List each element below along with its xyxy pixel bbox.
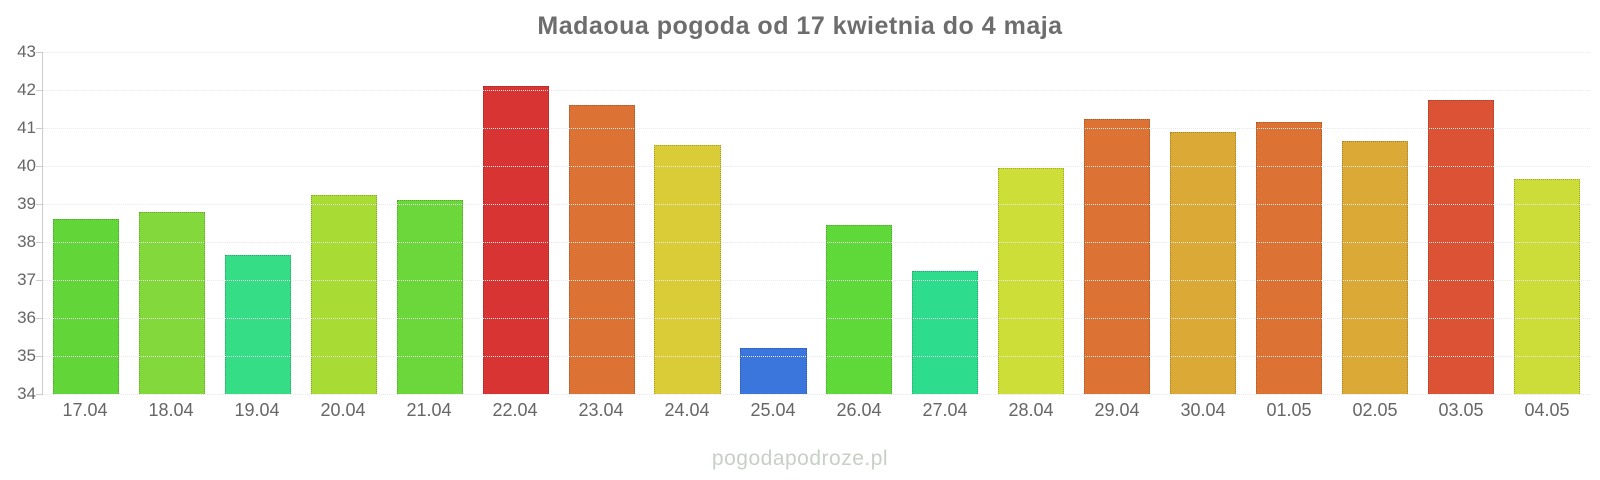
bar-28.04	[998, 167, 1065, 394]
y-axis-label-38: 38	[17, 232, 36, 251]
bar-slot-20.04	[301, 52, 387, 394]
bar-slot-25.04	[731, 52, 817, 394]
bar-21.04	[396, 200, 463, 394]
bar-27.04	[912, 270, 979, 394]
y-tick-42	[36, 89, 43, 91]
bar-slot-24.04	[645, 52, 731, 394]
y-tick-34	[36, 394, 43, 395]
bar-30.04	[1170, 131, 1237, 394]
bar-24.04	[654, 145, 721, 394]
y-axis-label-37: 37	[17, 270, 36, 289]
x-axis-label-02.05: 02.05	[1352, 400, 1398, 420]
plot-area	[36, 52, 1590, 395]
x-axis-label-26.04: 26.04	[836, 400, 882, 420]
chart-title: Madaoua pogoda od 17 kwietnia do 4 maja	[537, 12, 1063, 40]
y-axis-label-39: 39	[17, 193, 36, 213]
y-axis-label-42: 42	[17, 79, 36, 99]
bar-23.04	[568, 105, 635, 394]
x-axis-label-25.04: 25.04	[750, 400, 796, 420]
bars-container	[43, 52, 1590, 394]
y-tick-41	[36, 127, 43, 129]
bar-slot-17.04	[43, 52, 129, 394]
watermark: pogodapodroze.pl	[711, 447, 889, 470]
bar-slot-30.04	[1160, 52, 1246, 394]
bar-slot-29.04	[1074, 52, 1160, 394]
y-tick-36	[36, 318, 43, 319]
y-axis-label-34: 34	[17, 384, 36, 403]
bar-slot-04.05	[1504, 52, 1590, 394]
bar-26.04	[826, 224, 893, 394]
y-axis-label-40: 40	[17, 156, 36, 175]
bar-20.04	[310, 194, 377, 394]
bar-slot-22.04	[473, 52, 559, 394]
bar-slot-21.04	[387, 52, 473, 394]
y-axis-labels: 34 35 36 37 38 39 40 41 42 43	[0, 42, 36, 403]
bar-slot-03.05	[1418, 52, 1504, 394]
y-axis-label-36: 36	[17, 308, 36, 327]
bar-17.04	[52, 219, 120, 394]
bar-slot-23.04	[559, 52, 645, 394]
y-tick-43	[36, 52, 43, 53]
y-axis-label-35: 35	[17, 345, 36, 365]
bar-slot-26.04	[816, 52, 902, 394]
bar-slot-27.04	[902, 52, 988, 394]
bar-19.04	[224, 255, 291, 394]
x-axis-label-04.05: 04.05	[1524, 400, 1570, 420]
gridline-y-34	[43, 394, 1590, 395]
bar-slot-28.04	[988, 52, 1074, 394]
bar-03.05	[1427, 99, 1495, 394]
x-axis-label-23.04: 23.04	[578, 400, 624, 420]
x-axis-labels: 17.04 18.04 19.04 20.04 21.04 22.04 23.04 24.04…	[42, 400, 1590, 421]
x-axis-label-19.04: 19.04	[234, 400, 280, 420]
x-axis-label-28.04: 28.04	[1008, 400, 1054, 420]
x-axis-label-03.05: 03.05	[1438, 400, 1484, 420]
y-axis-label-41: 41	[17, 117, 36, 137]
x-axis-label-01.05: 01.05	[1266, 400, 1312, 420]
bar-29.04	[1084, 118, 1151, 394]
x-axis-label-17.04: 17.04	[62, 400, 108, 420]
y-axis-label-43: 43	[17, 42, 36, 61]
y-tick-38	[36, 242, 43, 243]
x-axis-label-27.04: 27.04	[922, 400, 968, 420]
bar-01.05	[1256, 122, 1323, 394]
y-tick-37	[36, 280, 43, 281]
bar-slot-01.05	[1246, 52, 1332, 394]
y-tick-39	[36, 203, 43, 205]
bar-18.04	[138, 211, 205, 394]
x-axis-label-30.04: 30.04	[1180, 400, 1226, 420]
x-axis-label-29.04: 29.04	[1094, 400, 1140, 420]
bar-25.04	[740, 348, 807, 394]
x-axis-label-21.04: 21.04	[406, 400, 452, 420]
x-axis-label-20.04: 20.04	[320, 400, 366, 420]
bar-02.05	[1341, 141, 1409, 394]
x-axis-label-24.04: 24.04	[664, 400, 710, 420]
bar-22.04	[482, 86, 549, 394]
y-tick-40	[36, 166, 43, 167]
bar-slot-18.04	[129, 52, 215, 394]
x-axis-label-22.04: 22.04	[492, 400, 538, 420]
bar-slot-02.05	[1332, 52, 1418, 394]
bar-04.05	[1513, 179, 1580, 394]
y-tick-35	[36, 355, 43, 357]
x-axis-label-18.04: 18.04	[148, 400, 194, 420]
bar-slot-19.04	[215, 52, 301, 394]
